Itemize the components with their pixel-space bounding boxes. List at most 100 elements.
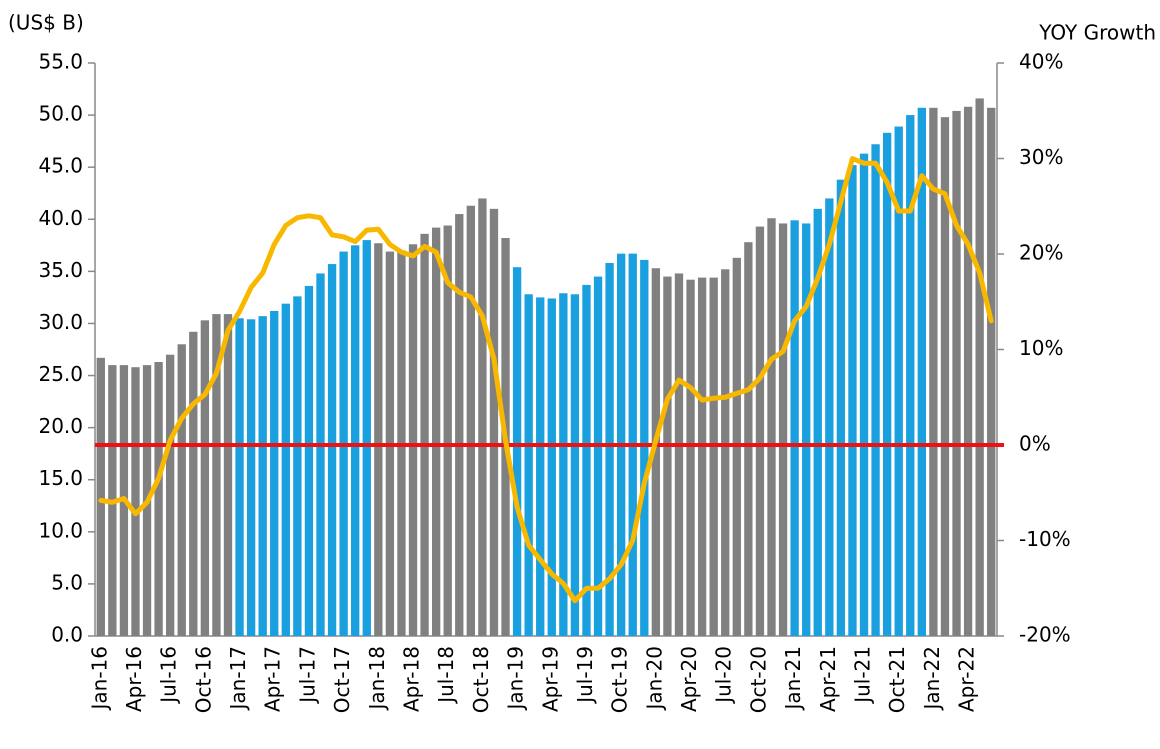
bar [351,245,360,636]
bar [455,214,464,636]
bar [929,107,938,637]
x-tick-label: Jul-18 [434,646,458,705]
bar [871,144,880,636]
bar [512,267,522,636]
bar [536,297,545,636]
y2-tick-label: 10% [1019,336,1063,360]
bar [408,244,418,636]
bar [374,243,383,636]
bar [189,331,198,636]
y-tick-label: 5.0 [51,570,83,594]
bar [478,198,487,636]
bar [836,179,846,636]
y-tick-label: 20.0 [38,414,83,438]
bar [975,98,984,637]
x-tick-label: Jan-19 [504,646,528,712]
x-tick-label: Oct-21 [885,646,909,713]
bar [882,132,892,636]
x-tick-label: Jul-21 [851,646,875,705]
bar [790,220,799,636]
x-tick-label: Jul-17 [295,646,319,705]
x-tick-label: Oct-18 [469,646,493,713]
y2-tick-label: 20% [1019,241,1063,265]
bar [258,316,267,636]
bar [304,285,314,636]
bar [755,226,765,636]
y-axis-title: (US$ B) [8,11,84,35]
bar [547,298,556,636]
y2-tick-label: 0% [1019,432,1051,456]
bar [778,223,788,636]
bar [940,117,950,636]
bar [906,115,915,636]
x-tick-label: Jul-19 [573,646,597,705]
x-tick-label: Jan-21 [781,646,805,712]
x-tick-label: Jan-22 [920,646,944,712]
x-tick-label: Oct-16 [191,646,215,713]
y-tick-label: 10.0 [38,518,83,542]
bar [802,223,811,636]
bar [674,273,684,636]
y2-axis-title: YOY Growth [1038,21,1156,45]
bar [96,357,105,636]
x-tick-label: Jul-20 [712,646,736,705]
bar [663,276,672,636]
y-tick-label: 40.0 [38,206,83,230]
x-tick-label: Apr-20 [677,646,701,712]
x-tick-label: Jan-20 [642,646,666,712]
bar [466,205,475,636]
x-tick-label: Jul-16 [157,646,181,705]
y-tick-label: 25.0 [38,362,83,386]
bar [697,277,707,636]
x-tick-label: Apr-21 [816,646,840,712]
bar [489,208,499,636]
y2-tick-label: -10% [1019,527,1071,551]
bar [721,269,730,636]
bar [825,198,834,636]
bar [859,153,869,636]
bar [894,126,903,637]
bar [963,106,973,637]
x-tick-label: Apr-16 [122,646,146,712]
y-tick-label: 50.0 [38,102,83,126]
y-tick-label: 30.0 [38,310,83,334]
bar [223,314,233,636]
bar [744,242,753,636]
bar [327,264,337,636]
bar [131,367,140,636]
bar [686,279,695,636]
x-tick-label: Jan-18 [365,646,389,712]
bar [166,354,175,636]
x-tick-label: Jan-17 [226,646,250,712]
bar [813,208,822,636]
x-tick-label: Apr-17 [261,646,285,712]
bar [605,263,614,636]
bar [177,344,186,636]
bar [582,284,591,636]
y-tick-label: 0.0 [51,623,83,647]
bar [235,318,244,636]
bar [651,268,661,636]
bar [559,293,568,636]
x-tick-label: Jan-16 [87,646,111,712]
bar [281,303,290,636]
y-tick-label: 55.0 [38,50,83,74]
x-tick-label: Oct-17 [330,646,354,713]
bar [212,314,221,636]
bar [917,107,926,637]
bar [362,240,371,637]
bar [987,107,996,637]
bar [154,362,163,636]
x-tick-label: Oct-19 [608,646,632,713]
bar [952,110,961,636]
bar [431,227,441,636]
y2-tick-label: -20% [1019,623,1071,647]
y2-tick-label: 40% [1019,50,1063,74]
bar [200,320,210,636]
bar [709,277,718,636]
x-tick-label: Apr-22 [955,646,979,712]
bar [593,276,603,636]
x-tick-label: Apr-19 [538,646,562,712]
x-tick-label: Apr-18 [400,646,424,712]
